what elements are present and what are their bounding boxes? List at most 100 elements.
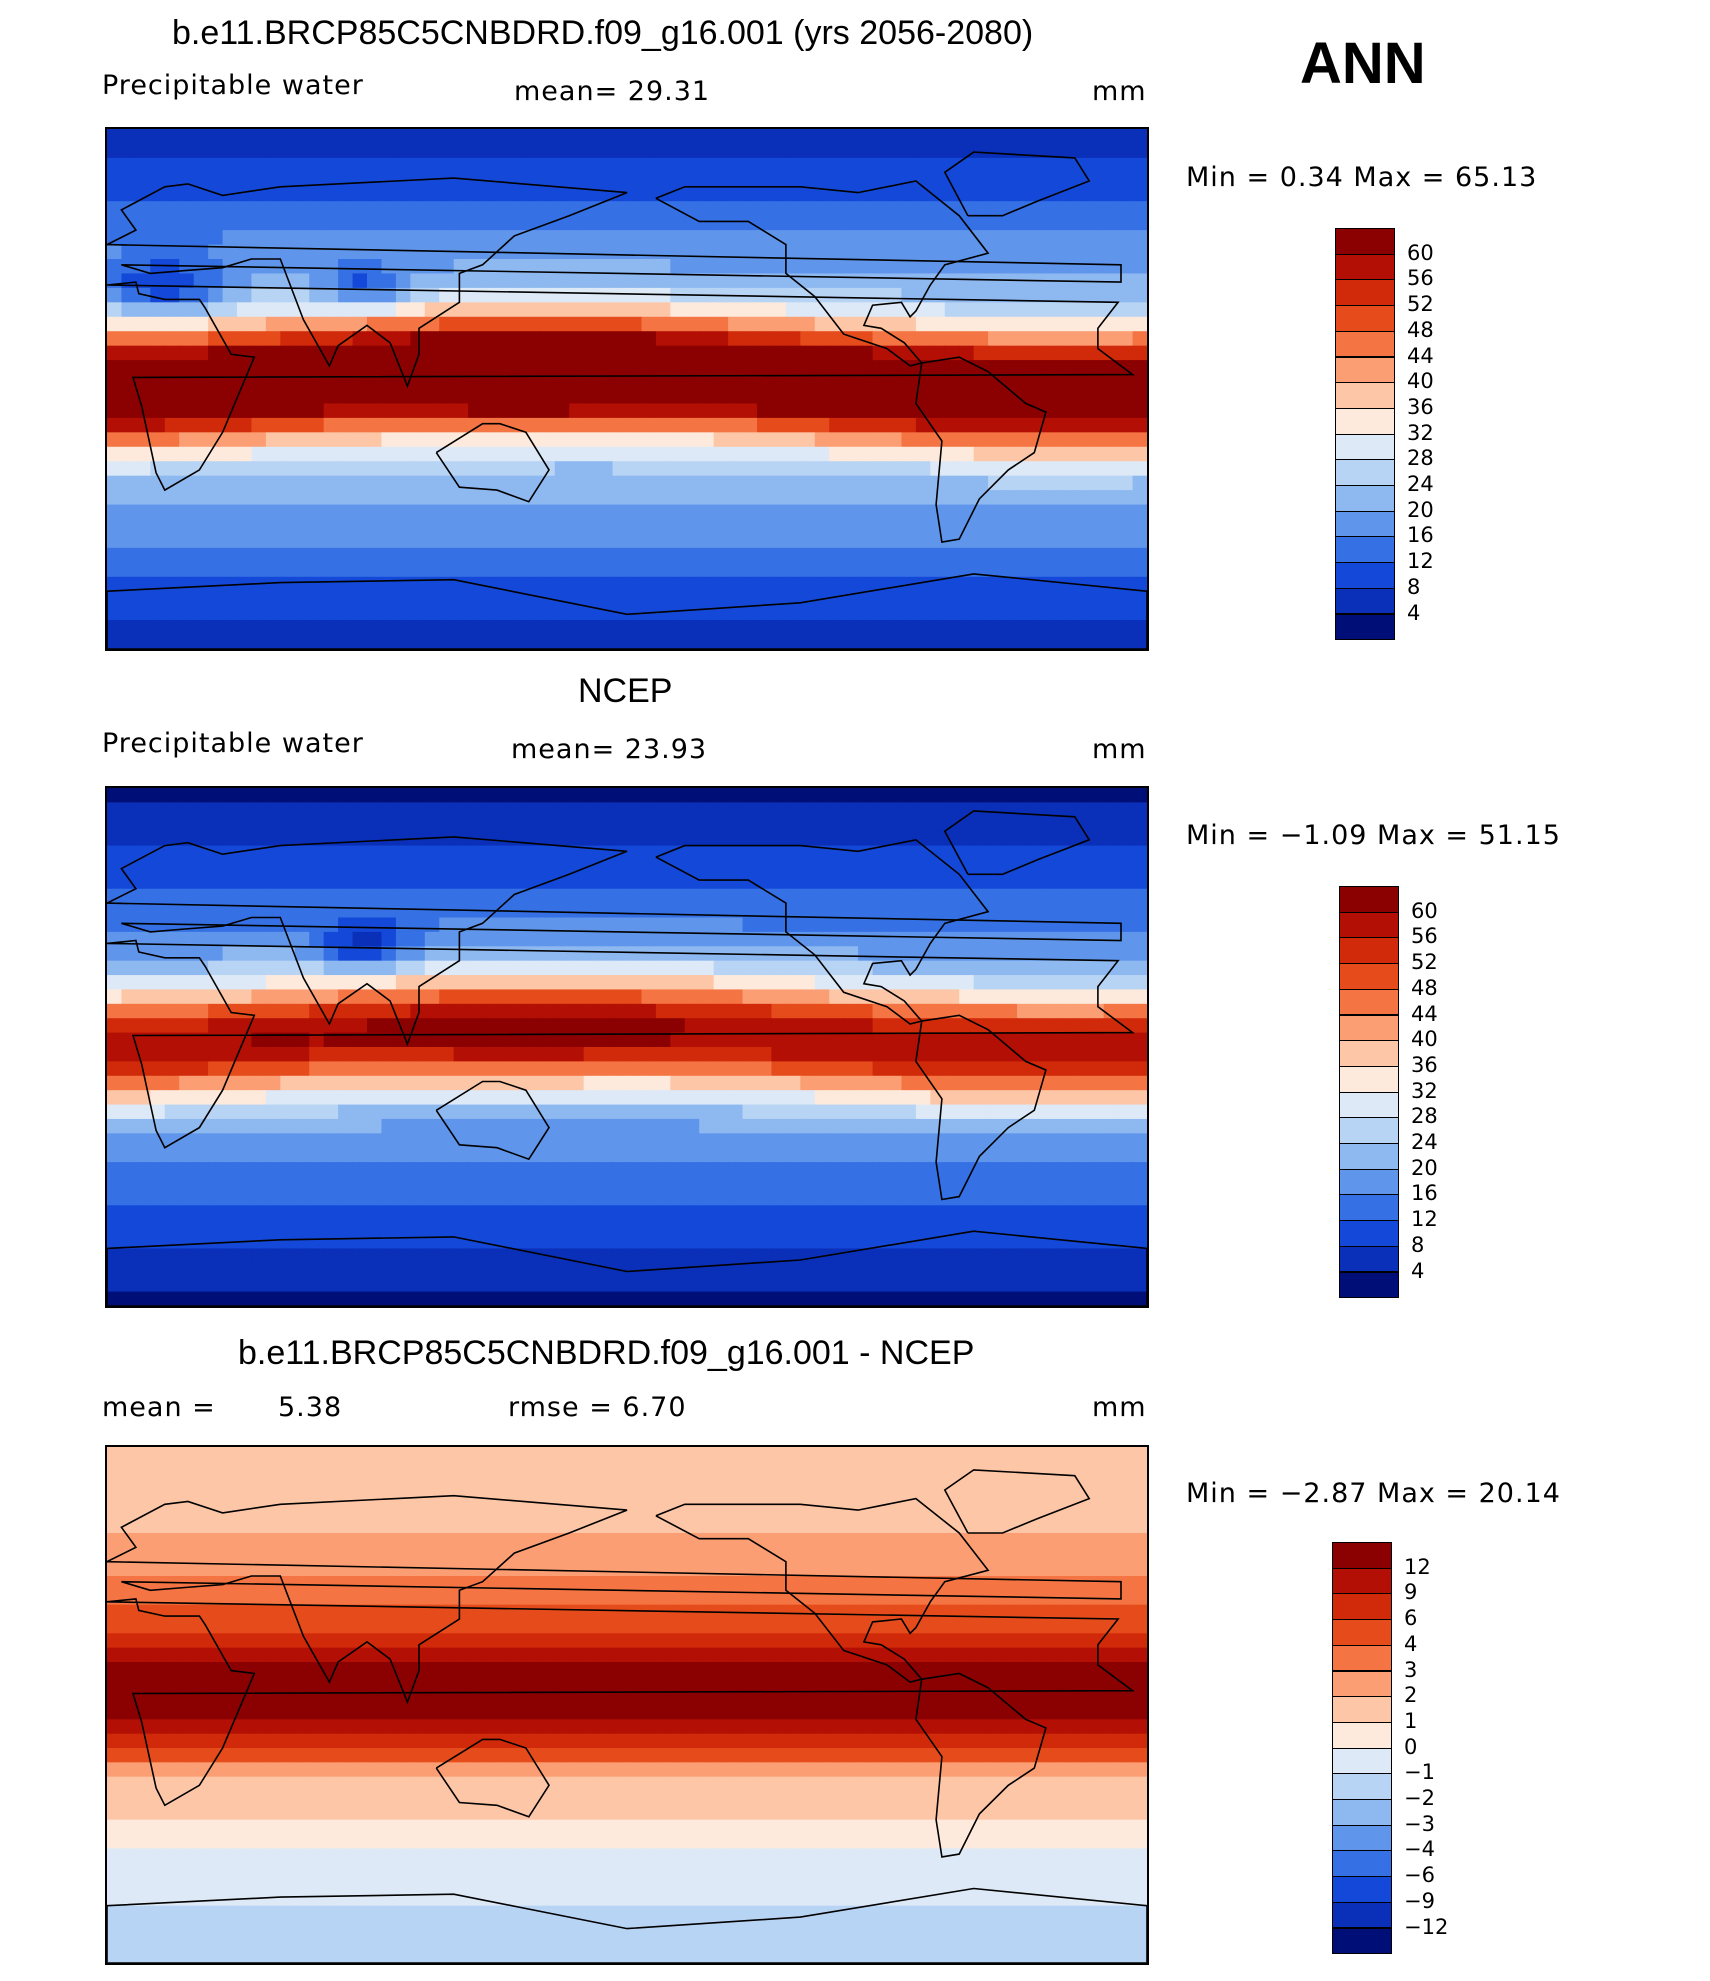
colorbar-swatch — [1339, 1117, 1399, 1144]
colorbar-swatch — [1335, 510, 1395, 538]
colorbar-swatch — [1339, 1091, 1399, 1119]
colorbar-tick-label: 48 — [1407, 317, 1434, 342]
colorbar-swatch — [1335, 279, 1395, 307]
units-label: mm — [1092, 734, 1147, 765]
panel-title: b.e11.BRCP85C5CNBDRD.f09_g16.001 (yrs 20… — [172, 14, 1034, 52]
variable-label: Precipitable water — [102, 70, 364, 101]
units-label: mm — [1092, 76, 1147, 107]
colorbar-swatch — [1339, 1014, 1399, 1042]
colorbar-tick-label: 12 — [1407, 549, 1434, 574]
colorbar-swatch — [1335, 382, 1395, 409]
rmse-label: rmse = 6.70 — [508, 1392, 687, 1423]
colorbar-swatch — [1335, 305, 1395, 332]
colorbar-tick-label: 28 — [1411, 1104, 1438, 1129]
mean-label: mean= 29.31 — [514, 76, 711, 107]
colorbar-swatch — [1339, 1271, 1399, 1299]
colorbar-tick-label: 1 — [1404, 1708, 1418, 1733]
colorbar-tick-label: 20 — [1411, 1155, 1438, 1180]
min-max-label: Min = −1.09 Max = 51.15 — [1186, 820, 1561, 851]
colorbar-tick-label: 16 — [1407, 523, 1434, 548]
colorbar-tick-label: −9 — [1404, 1888, 1435, 1913]
colorbar-tick-label: 12 — [1404, 1554, 1431, 1579]
colorbar-tick-label: 12 — [1411, 1207, 1438, 1232]
colorbar-tick-label: 9 — [1404, 1580, 1418, 1605]
colorbar-swatch — [1339, 1168, 1399, 1196]
colorbar-swatch — [1339, 1220, 1399, 1247]
colorbar-swatch — [1335, 562, 1395, 589]
colorbar-tick-label: 60 — [1411, 898, 1438, 923]
colorbar-swatch — [1339, 963, 1399, 990]
mean-label: mean = — [102, 1392, 216, 1423]
colorbar-tick-label: 44 — [1407, 343, 1434, 368]
colorbar-tick-label: 2 — [1404, 1683, 1418, 1708]
colorbar-swatch — [1332, 1593, 1392, 1621]
colorbar-swatch — [1339, 1245, 1399, 1273]
colorbar-tick-label: 44 — [1411, 1001, 1438, 1026]
colorbar-tick-label: 56 — [1407, 266, 1434, 291]
colorbar-tick-label: 32 — [1407, 420, 1434, 445]
colorbar-swatch — [1339, 1143, 1399, 1170]
panel-title: b.e11.BRCP85C5CNBDRD.f09_g16.001 - NCEP — [238, 1334, 975, 1372]
colorbar-tick-label: 8 — [1411, 1232, 1425, 1257]
colorbar-swatch — [1335, 613, 1395, 641]
contour-map — [105, 786, 1149, 1308]
colorbar-tick-label: 6 — [1404, 1606, 1418, 1631]
colorbar-swatch — [1332, 1927, 1392, 1955]
colorbar-swatch — [1335, 459, 1395, 486]
colorbar-tick-label: 0 — [1404, 1734, 1418, 1759]
colorbar-swatch — [1335, 253, 1395, 281]
colorbar-swatch — [1335, 356, 1395, 384]
colorbar-swatch — [1335, 587, 1395, 615]
colorbar-tick-label: 8 — [1407, 574, 1421, 599]
colorbar-swatch — [1339, 1194, 1399, 1222]
colorbar-tick-label: 60 — [1407, 240, 1434, 265]
colorbar-tick-label: 24 — [1411, 1130, 1438, 1154]
colorbar-swatch — [1335, 407, 1395, 435]
panel-title: NCEP — [578, 672, 673, 710]
mean-value: 5.38 — [278, 1392, 343, 1423]
colorbar-swatch — [1339, 1040, 1399, 1067]
colorbar-swatch — [1332, 1696, 1392, 1723]
colorbar-swatch — [1332, 1799, 1392, 1826]
colorbar-swatch — [1332, 1567, 1392, 1595]
colorbar-tick-label: 52 — [1411, 950, 1438, 975]
colorbar-tick-label: 40 — [1407, 369, 1434, 394]
units-label: mm — [1092, 1392, 1147, 1423]
colorbar-swatch — [1339, 988, 1399, 1016]
colorbar-swatch — [1332, 1721, 1392, 1749]
colorbar-tick-label: −2 — [1404, 1786, 1435, 1810]
colorbar-swatch — [1332, 1773, 1392, 1800]
colorbar-swatch — [1332, 1876, 1392, 1903]
colorbar-swatch — [1339, 937, 1399, 965]
colorbar-swatch — [1332, 1644, 1392, 1672]
colorbar-tick-label: −1 — [1404, 1760, 1435, 1785]
contour-map — [105, 1445, 1149, 1965]
colorbar-tick-label: 40 — [1411, 1027, 1438, 1052]
colorbar-swatch — [1332, 1850, 1392, 1878]
colorbar-tick-label: 16 — [1411, 1181, 1438, 1206]
colorbar-tick-label: 28 — [1407, 446, 1434, 471]
colorbar-swatch — [1332, 1901, 1392, 1929]
contour-map — [105, 127, 1149, 651]
colorbar-tick-label: 24 — [1407, 472, 1434, 496]
colorbar-tick-label: −12 — [1404, 1914, 1449, 1939]
colorbar-swatch — [1335, 228, 1395, 255]
season-label: ANN — [1300, 31, 1426, 96]
mean-label: mean= 23.93 — [511, 734, 708, 765]
colorbar-tick-label: 4 — [1407, 600, 1421, 625]
colorbar-tick-label: 56 — [1411, 924, 1438, 949]
colorbar-tick-label: 4 — [1404, 1631, 1418, 1656]
colorbar-swatch — [1332, 1619, 1392, 1646]
variable-label: Precipitable water — [102, 728, 364, 759]
colorbar-swatch — [1339, 911, 1399, 939]
colorbar-tick-label: 48 — [1411, 975, 1438, 1000]
min-max-label: Min = 0.34 Max = 65.13 — [1186, 162, 1538, 193]
colorbar-tick-label: 36 — [1407, 394, 1434, 419]
colorbar-swatch — [1339, 886, 1399, 913]
colorbar-swatch — [1335, 536, 1395, 564]
colorbar-swatch — [1335, 433, 1395, 461]
colorbar-tick-label: 3 — [1404, 1657, 1418, 1682]
colorbar-tick-label: −3 — [1404, 1811, 1435, 1836]
colorbar-swatch — [1335, 485, 1395, 512]
colorbar-swatch — [1339, 1065, 1399, 1093]
